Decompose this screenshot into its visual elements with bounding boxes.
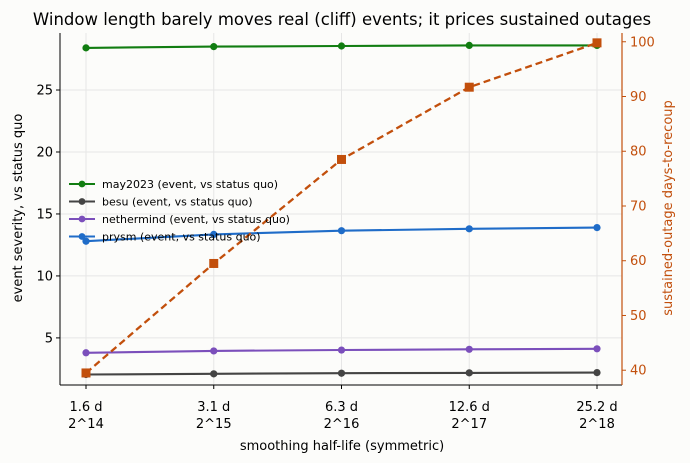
y-axis-right-label: sustained-outage days-to-recoup (661, 100, 676, 316)
y-right-tick-label: 40 (630, 364, 647, 379)
data-point-marker (337, 42, 346, 50)
legend-label: prysm (event, vs status quo) (102, 231, 261, 244)
data-point-marker (210, 230, 218, 239)
y-right-tick-label: 90 (630, 90, 647, 105)
y-right-tick-label: 60 (630, 254, 647, 269)
data-point-marker (593, 223, 601, 232)
chart-title: Window length barely moves real (cliff) … (33, 10, 651, 29)
y-right-tick-label: 50 (630, 309, 647, 324)
data-point-marker (81, 368, 91, 378)
plot-series (81, 38, 602, 379)
legend-marker (78, 198, 86, 205)
y-left-tick-label: 5 (45, 331, 53, 346)
data-point-marker (465, 369, 473, 377)
data-point-marker (464, 82, 474, 92)
grid-lines (60, 33, 622, 385)
data-point-marker (337, 154, 346, 164)
data-point-marker (209, 258, 219, 268)
data-point-marker (465, 41, 473, 49)
plot-axes: 1.6 d 2^14 3.1 d 2^15 6.3 d 2^16 12.6 d 2^17 25.… (36, 33, 655, 432)
y-left-tick-label: 15 (36, 207, 53, 222)
x-tick-sublabel: 2^16 (324, 417, 360, 432)
data-point-marker (465, 225, 473, 233)
legend-label: nethermind (event, vs status quo) (102, 213, 290, 226)
y-right-tick-label: 80 (630, 145, 647, 160)
legend-marker (78, 233, 86, 240)
data-point-marker (337, 227, 346, 235)
y-axis-left-label: event severity, vs status quo (11, 114, 26, 303)
y-right-tick-label: 100 (630, 35, 655, 50)
legend-label: may2023 (event, vs status quo) (102, 178, 278, 191)
y-left-tick-label: 25 (36, 84, 53, 99)
data-point-marker (82, 349, 90, 357)
x-tick-label: 3.1 d (197, 400, 230, 415)
x-tick-sublabel: 2^14 (68, 417, 104, 432)
legend-marker (78, 180, 86, 188)
data-point-marker (210, 347, 218, 355)
data-point-marker (593, 369, 601, 377)
legend-label: besu (event, vs status quo) (102, 196, 253, 209)
x-tick-sublabel: 2^17 (451, 417, 487, 432)
data-point-marker (210, 370, 218, 378)
x-tick-label: 25.2 d (576, 400, 617, 415)
data-point-marker (592, 38, 602, 48)
data-point-marker (337, 369, 346, 377)
data-point-marker (82, 44, 90, 52)
y-left-tick-label: 10 (36, 269, 53, 284)
x-tick-label: 6.3 d (325, 400, 358, 415)
y-right-tick-label: 70 (630, 199, 647, 214)
data-point-marker (82, 237, 90, 245)
x-tick-sublabel: 2^15 (196, 417, 232, 432)
x-tick-label: 1.6 d (69, 400, 102, 415)
x-tick-sublabel: 2^18 (579, 417, 615, 432)
x-axis-label: smoothing half-life (symmetric) (240, 439, 444, 454)
data-point-marker (465, 345, 473, 353)
legend-marker (78, 215, 86, 223)
x-tick-label: 12.6 d (449, 400, 490, 415)
data-point-marker (210, 43, 218, 51)
legend: may2023 (event, vs status quo) besu (even… (69, 178, 290, 244)
data-point-marker (593, 345, 601, 353)
data-point-marker (337, 346, 346, 354)
y-left-tick-label: 20 (36, 145, 53, 160)
